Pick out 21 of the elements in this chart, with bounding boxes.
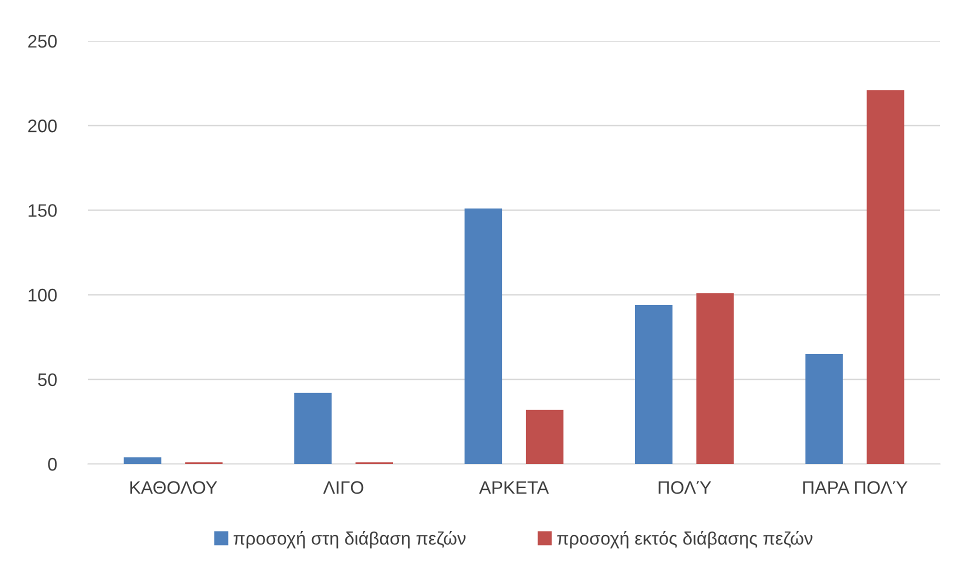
y-tick-label: 50 — [38, 373, 57, 386]
x-tick-label: ΛΙΓΟ — [323, 481, 364, 494]
y-tick-label: 150 — [28, 204, 57, 217]
x-tick-label: ΚΑΘΟΛΟΥ — [130, 481, 218, 494]
x-tick-label: ΠΟΛΎ — [658, 481, 712, 494]
x-tick-label: ΑΡΚΕΤΑ — [479, 481, 549, 494]
legend-label: προσοχή στη διάβαση πεζών — [234, 531, 466, 548]
bar — [634, 304, 672, 464]
bar — [805, 354, 843, 464]
x-tick-label: ΠΑΡΑ ΠΟΛΎ — [803, 481, 908, 494]
bar — [866, 90, 904, 464]
bar — [526, 410, 564, 464]
y-tick-label: 200 — [28, 120, 57, 132]
legend-label: προσοχή εκτός διάβασης πεζών — [557, 531, 812, 548]
bar — [124, 457, 162, 464]
bar — [464, 208, 502, 464]
bar — [696, 293, 734, 464]
y-tick-label: 250 — [28, 34, 57, 48]
y-tick-label: 100 — [28, 288, 57, 302]
y-tick-label: 0 — [48, 458, 57, 471]
bar — [294, 392, 332, 464]
